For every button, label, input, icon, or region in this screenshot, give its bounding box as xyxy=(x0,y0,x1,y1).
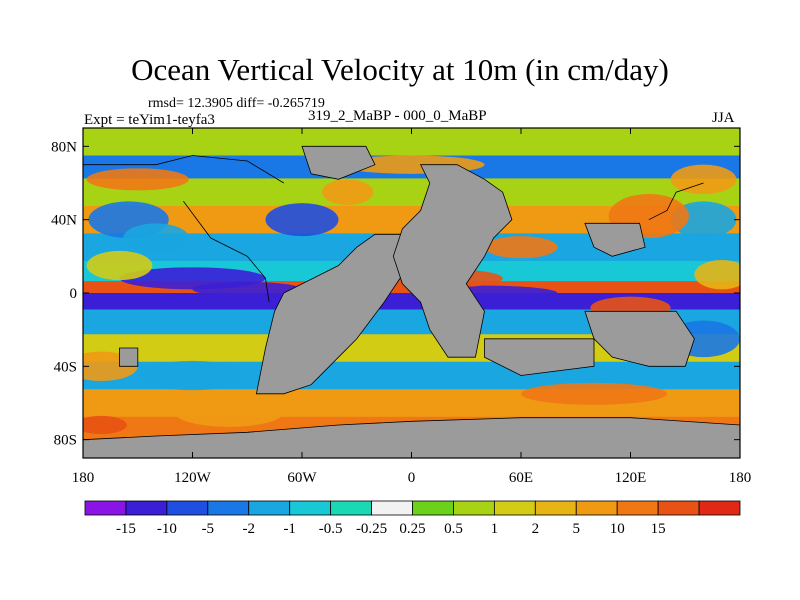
colorbar-box xyxy=(575,500,618,516)
ocean-field xyxy=(83,128,740,458)
colorbar-box xyxy=(534,500,577,516)
field-feature xyxy=(86,168,189,191)
colorbar-label: 0.25 xyxy=(399,521,425,537)
land-mass xyxy=(301,145,376,180)
colorbar-label: -10 xyxy=(157,521,177,537)
colorbar-label: 2 xyxy=(532,521,540,537)
colorbar-box xyxy=(412,500,454,516)
colorbar-box xyxy=(493,500,536,516)
land-mass xyxy=(119,347,139,367)
coastline xyxy=(183,201,270,303)
lat-tick-label: 0 xyxy=(70,286,78,302)
colorbar-label: -5 xyxy=(202,521,215,537)
field-feature xyxy=(521,382,667,405)
field-feature xyxy=(484,236,558,259)
colorbar-label: 0.5 xyxy=(444,521,463,537)
season-label: JJA xyxy=(712,110,735,126)
field-feature xyxy=(694,260,740,290)
colorbar-label: -1 xyxy=(283,521,296,537)
lat-tick-label: 40N xyxy=(51,213,77,229)
lon-tick-label: 120E xyxy=(615,470,647,486)
colorbar-label: 15 xyxy=(651,521,666,537)
colorbar-box xyxy=(289,500,332,516)
land-mass xyxy=(83,417,740,458)
colorbar-box xyxy=(125,500,168,516)
comparison-label: 319_2_MaBP - 000_0_MaBP xyxy=(308,108,487,124)
land-mass xyxy=(484,338,595,376)
field-band xyxy=(83,293,740,310)
colorbar-box xyxy=(698,500,741,516)
lon-tick-label: 60W xyxy=(287,470,317,486)
colorbar-label: 5 xyxy=(573,521,581,537)
coastline xyxy=(83,155,285,184)
lon-tick-label: 180 xyxy=(72,470,95,486)
lon-tick-label: 60E xyxy=(509,470,533,486)
longitude-axis: 180 120W 60W 0 60E 120E 180 xyxy=(72,128,752,486)
colorbar-box xyxy=(248,500,291,516)
field-feature xyxy=(265,203,339,237)
field-feature xyxy=(123,223,189,253)
field-feature xyxy=(322,179,374,206)
colorbar-label: -15 xyxy=(116,521,136,537)
colorbar-label: 10 xyxy=(610,521,625,537)
colorbar-box xyxy=(166,500,209,516)
colorbar-box xyxy=(657,500,700,516)
lat-tick-label: 80N xyxy=(51,139,77,155)
field-feature xyxy=(174,397,284,427)
land-masses xyxy=(83,145,740,458)
land-mass xyxy=(584,310,695,367)
field-feature xyxy=(137,360,248,391)
land-mass xyxy=(255,233,403,395)
field-feature xyxy=(83,415,127,435)
colorbar-box xyxy=(453,500,495,516)
colorbar-label: -2 xyxy=(243,521,256,537)
stats-label: rmsd= 12.3905 diff= -0.265719 xyxy=(148,96,325,111)
plot-title: Ocean Vertical Velocity at 10m (in cm/da… xyxy=(131,52,669,87)
field-feature xyxy=(192,282,302,297)
lon-tick-label: 120W xyxy=(174,470,212,486)
field-feature xyxy=(86,250,153,281)
land-mass xyxy=(392,164,513,358)
latitude-axis: 80N 40N 0 40S 80S xyxy=(51,139,740,449)
coastline xyxy=(648,182,704,221)
lat-tick-label: 40S xyxy=(54,359,77,375)
colorbar-box xyxy=(330,500,372,516)
lon-tick-label: 0 xyxy=(408,470,416,486)
lat-tick-label: 80S xyxy=(54,433,77,449)
field-feature xyxy=(670,164,737,194)
colorbar-label: -0.25 xyxy=(356,521,387,537)
lon-tick-label: 180 xyxy=(729,470,752,486)
colorbar-label: 1 xyxy=(491,521,499,537)
colorbar: -15 -10 -5 -2 -1 -0.5 -0.25 0.25 0.5 1 2 5 10 15 xyxy=(84,500,741,537)
colorbar-label: -0.5 xyxy=(319,521,343,537)
colorbar-box xyxy=(207,500,250,516)
land-mass xyxy=(584,222,646,257)
experiment-label: Expt = teYim1-teyfa3 xyxy=(84,112,215,128)
colorbar-box xyxy=(371,500,413,516)
colorbar-box xyxy=(616,500,659,516)
colorbar-box xyxy=(84,500,127,516)
